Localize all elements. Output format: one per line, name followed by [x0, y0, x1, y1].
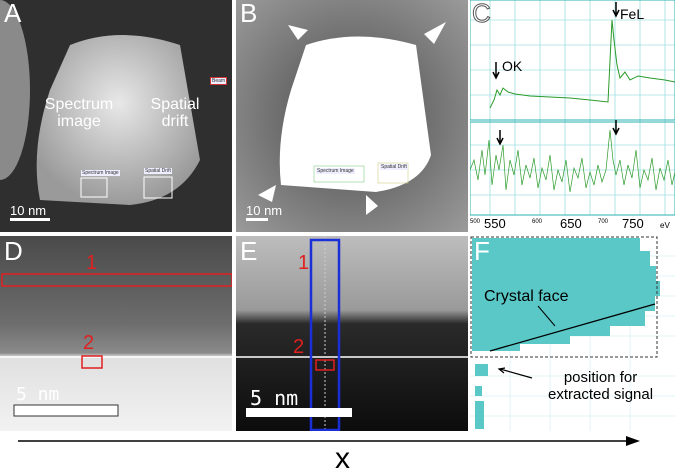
panel-a-scale-label: 10 nm: [10, 203, 47, 218]
annotation-spatial-drift: Spatial drift: [150, 96, 200, 130]
panel-f-image: [470, 236, 675, 431]
panel-e-image: [236, 236, 468, 431]
panel-a-label: A: [4, 0, 22, 28]
panel-e: E 1 2 5 nm: [236, 236, 468, 431]
panel-d-label: D: [4, 236, 23, 266]
xtick-750: 750: [622, 216, 644, 231]
tag-spectrum-image: Spectrum Image: [81, 170, 120, 176]
panel-e-label: E: [240, 236, 258, 266]
xtick-500: 500: [470, 219, 481, 225]
panel-d-marker-2: 2: [83, 332, 95, 354]
panel-e-marker-2: 2: [293, 336, 305, 358]
xtick-600: 600: [532, 219, 543, 225]
tag-spectrum-image-b: Spectrum Image: [316, 168, 355, 174]
panel-b: B Spectrum Image Spatial Drift 10 nm: [236, 0, 468, 232]
panel-d: D 1 2 5 nm: [0, 236, 232, 431]
peak-fe-label: FeL: [620, 6, 645, 22]
panel-b-image: [236, 0, 468, 232]
panel-c: C FeL OK 550 650 750 500 600 700 eV: [470, 0, 675, 232]
position-label: position for extracted signal: [548, 369, 654, 404]
panel-e-marker-1: 1: [298, 252, 310, 274]
panel-a-image: [0, 0, 232, 232]
panel-a: A Spectrum image Spatial drift Spectrum …: [0, 0, 232, 232]
panel-d-scale-label: 5 nm: [16, 384, 60, 405]
panel-e-scale-label: 5 nm: [250, 386, 299, 410]
panel-c-label: C: [472, 0, 492, 28]
x-axis-label: x: [335, 442, 350, 475]
axis-unit: eV: [660, 221, 670, 230]
spectrum-plot: [470, 0, 675, 216]
peak-o-label: OK: [502, 58, 523, 74]
tag-beam: Beam: [210, 77, 228, 85]
xtick-550: 550: [484, 216, 506, 231]
panel-b-label: B: [240, 0, 258, 28]
tag-spatial-drift: Spatial Drift: [144, 168, 172, 174]
panel-b-scale-label: 10 nm: [246, 203, 283, 218]
tag-spatial-drift-b: Spatial Drift: [380, 164, 408, 170]
crystal-face-label: Crystal face: [484, 288, 569, 305]
panel-d-marker-1: 1: [86, 252, 98, 274]
panel-d-image: [0, 236, 232, 431]
x-axis-arrow: [18, 436, 640, 446]
panel-f-label: F: [474, 236, 490, 266]
xtick-700: 700: [598, 219, 609, 225]
annotation-spectrum-image: Spectrum image: [44, 96, 114, 130]
xtick-650: 650: [560, 216, 582, 231]
panel-f: F Crystal face position for extracted si…: [470, 236, 675, 431]
